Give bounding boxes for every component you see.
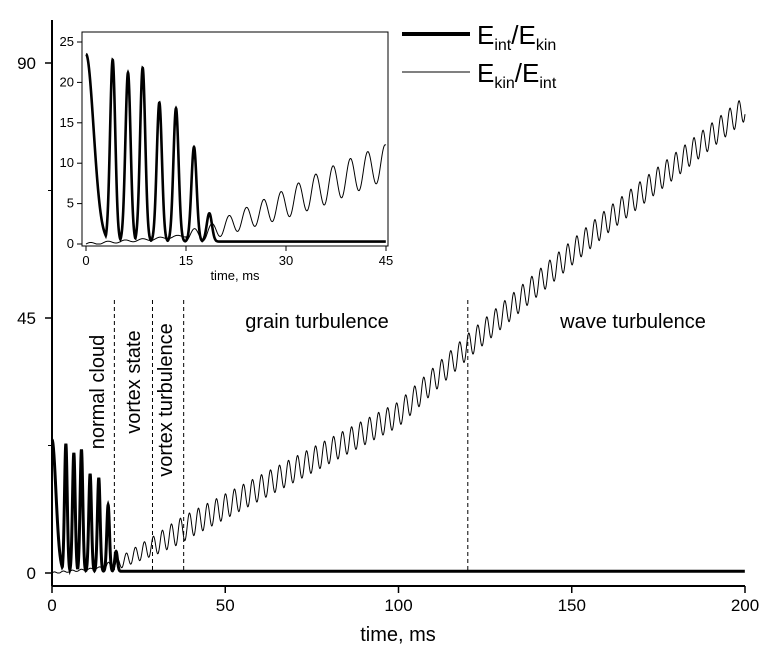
inset-y-tick-label: 0: [67, 236, 74, 251]
x-tick-label: 100: [384, 596, 412, 615]
region-label: vortex turbulence: [155, 323, 177, 476]
inset-series-ekin-eint: [85, 144, 387, 245]
inset-x-tick-label: 15: [179, 253, 193, 268]
y-tick-label: 90: [17, 54, 36, 73]
inset-x-tick-label: 30: [279, 253, 293, 268]
legend: Eint/Ekin Ekin/Eint: [402, 20, 557, 92]
inset-frame: [81, 31, 389, 247]
region-label: grain turbulence: [245, 311, 388, 333]
inset-series-eint-ekin: [85, 52, 386, 243]
x-tick-label: 150: [558, 596, 586, 615]
series-eint-ekin: [50, 438, 745, 576]
inset-x-axis-label: time, ms: [210, 268, 260, 283]
region-label: vortex state: [123, 330, 145, 433]
x-tick-label: 50: [216, 596, 235, 615]
inset-y-tick-label: 25: [60, 34, 74, 49]
region-labels: normal cloud vortex state vortex turbulenc…: [87, 311, 706, 477]
y-tick-label: 45: [17, 309, 36, 328]
x-axis-label: time, ms: [360, 624, 436, 646]
legend-label-ekin-eint: Ekin/Eint: [477, 58, 557, 92]
inset-x-tick-label: 0: [82, 253, 89, 268]
y-tick-label: 0: [27, 564, 36, 583]
inset-y-tick-label: 5: [67, 196, 74, 211]
inset-y-tick-label: 20: [60, 74, 74, 89]
main-series: [50, 100, 746, 576]
region-dividers: [113, 300, 469, 573]
x-tick-label: 0: [47, 596, 56, 615]
inset-x-tick-label: 45: [379, 253, 393, 268]
inset-ticks: 0 15 30 45 0 5 10 15 20 25: [60, 34, 394, 268]
inset-plot: 0 15 30 45 0 5 10 15 20 25 time, ms: [60, 31, 394, 283]
legend-label-eint-ekin: Eint/Ekin: [477, 20, 556, 54]
inset-y-tick-label: 15: [60, 115, 74, 130]
inset-y-tick-label: 10: [60, 155, 74, 170]
region-label: wave turbulence: [559, 311, 706, 333]
region-label: normal cloud: [87, 335, 109, 450]
inset-series: [85, 52, 387, 245]
x-tick-label: 200: [731, 596, 759, 615]
series-ekin-eint: [51, 100, 746, 574]
